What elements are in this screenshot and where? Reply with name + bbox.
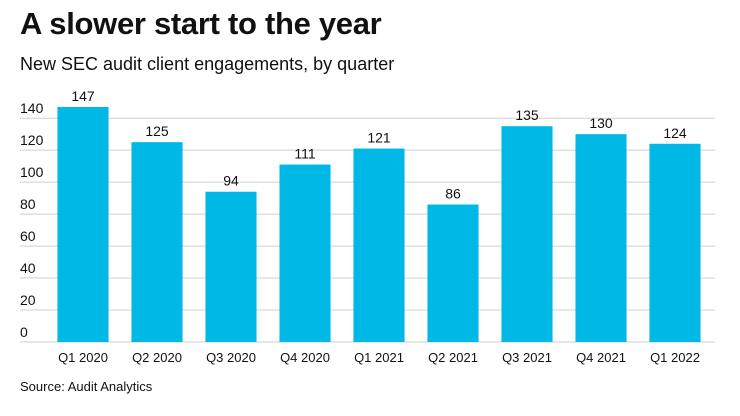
bar-value-label: 147 — [71, 88, 95, 104]
x-tick-label: Q3 2020 — [206, 350, 256, 365]
bar — [279, 164, 331, 342]
bar — [649, 143, 701, 342]
y-axis-tick-labels: 0 20 40 60 80 100 120 140 — [20, 100, 44, 340]
bar — [427, 204, 479, 342]
chart-subtitle: New SEC audit client engagements, by qua… — [20, 54, 395, 74]
bar-value-label: 135 — [515, 107, 539, 123]
bar — [353, 148, 405, 342]
bar-value-label: 121 — [367, 130, 391, 146]
bar — [57, 107, 109, 342]
x-axis-tick-labels: Q1 2020 Q2 2020 Q3 2020 Q4 2020 Q1 2021 Q2 20… — [58, 350, 700, 365]
y-tick-label: 40 — [20, 260, 36, 276]
x-tick-label: Q4 2021 — [576, 350, 626, 365]
x-tick-label: Q1 2020 — [58, 350, 108, 365]
y-tick-label: 20 — [20, 292, 36, 308]
x-tick-label: Q3 2021 — [502, 350, 552, 365]
x-tick-label: Q2 2021 — [428, 350, 478, 365]
x-tick-label: Q2 2020 — [132, 350, 182, 365]
bar-value-label: 125 — [145, 123, 169, 139]
x-tick-label: Q1 2021 — [354, 350, 404, 365]
bar-value-label: 130 — [589, 115, 613, 131]
y-tick-label: 100 — [20, 164, 44, 180]
y-tick-label: 60 — [20, 228, 36, 244]
bars — [57, 107, 701, 342]
bar — [575, 134, 627, 342]
bar-value-label: 94 — [223, 173, 239, 189]
bar-value-label: 86 — [445, 186, 461, 202]
y-tick-label: 140 — [20, 100, 44, 116]
chart-title: A slower start to the year — [20, 6, 382, 41]
source-note: Source: Audit Analytics — [20, 379, 153, 394]
y-tick-label: 80 — [20, 196, 36, 212]
y-tick-label: 0 — [20, 324, 28, 340]
bar — [501, 126, 553, 342]
x-tick-label: Q1 2022 — [650, 350, 700, 365]
bar-value-label: 124 — [663, 125, 687, 141]
bar — [205, 191, 257, 342]
x-tick-label: Q4 2020 — [280, 350, 330, 365]
bar-value-labels: 147 125 94 111 121 86 135 130 124 — [71, 88, 687, 202]
y-tick-label: 120 — [20, 132, 44, 148]
bar-value-label: 111 — [294, 146, 315, 162]
bar — [131, 142, 183, 342]
